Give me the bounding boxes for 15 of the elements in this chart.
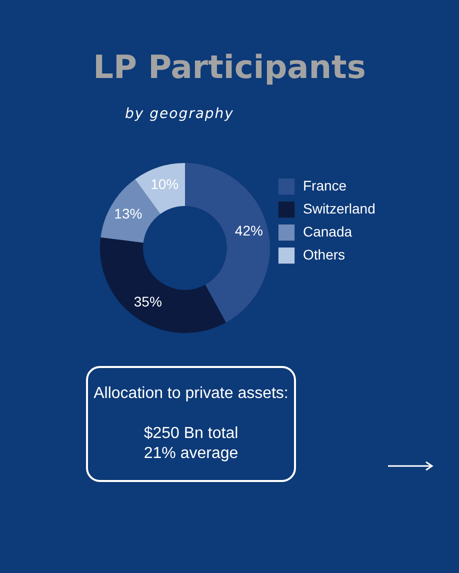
text: $250 Bn total [142, 424, 240, 444]
chart-title: LP Participants [92, 48, 367, 86]
text: 21% average [142, 444, 240, 464]
donut-slice [100, 237, 226, 333]
text: Allocation to private assets: [92, 384, 290, 404]
legend-label: Switzerland [303, 200, 376, 216]
legend-label: Canada [303, 224, 352, 240]
data-label: 42% [234, 222, 263, 239]
chart-subtitle: by geography [124, 106, 235, 122]
data-label: 10% [150, 176, 179, 192]
data-label: 35% [134, 294, 162, 310]
donut-slice [185, 163, 270, 322]
data-label: 13% [114, 205, 142, 222]
legend-label: France [303, 178, 347, 194]
legend-label: Others [303, 246, 346, 262]
